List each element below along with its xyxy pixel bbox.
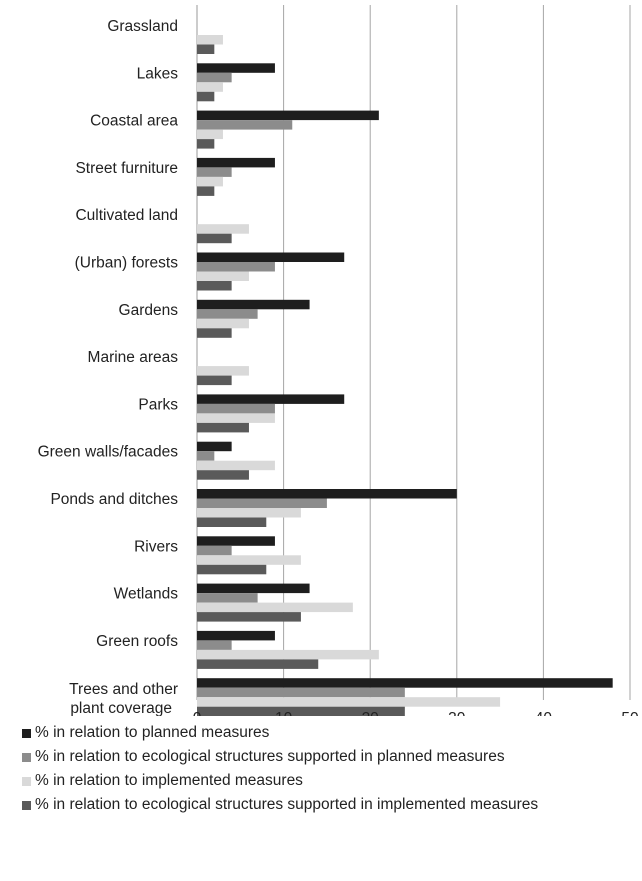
bar	[197, 309, 258, 319]
bar	[197, 593, 258, 603]
bar	[197, 555, 301, 565]
bar	[197, 281, 232, 291]
bar	[197, 413, 275, 423]
bars	[197, 35, 613, 716]
category-label: Cultivated land	[75, 207, 178, 224]
legend-item-implemented-ecological: % in relation to ecological structures s…	[22, 794, 637, 816]
category-label: Street furniture	[75, 160, 178, 177]
bar	[197, 91, 215, 102]
bar	[197, 470, 249, 480]
bar	[197, 394, 345, 404]
legend: % in relation to planned measures % in r…	[22, 722, 637, 818]
bar	[197, 630, 275, 641]
x-tick-label: 40	[535, 710, 553, 716]
bar	[197, 271, 249, 281]
bar	[197, 72, 232, 83]
bar	[197, 640, 232, 650]
bar	[197, 451, 215, 461]
legend-label: % in relation to implemented measures	[35, 772, 303, 789]
bar	[197, 583, 310, 594]
bar	[197, 110, 379, 121]
bar	[197, 35, 223, 45]
x-tick-label: 50	[621, 710, 639, 716]
bar	[197, 252, 345, 262]
bar	[197, 517, 267, 527]
legend-swatch	[22, 801, 31, 810]
category-label: Rivers	[134, 538, 178, 555]
category-label: Parks	[138, 396, 178, 413]
bar	[197, 366, 249, 376]
bar	[197, 612, 301, 622]
bar	[197, 649, 379, 660]
category-labels: Grassland Lakes Coastal area Street furnitu…	[38, 18, 179, 716]
x-tick-label: 10	[275, 710, 293, 716]
bar	[197, 508, 301, 518]
bar-chart: Grassland Lakes Coastal area Street furnitu…	[38, 5, 639, 716]
legend-item-planned-ecological: % in relation to ecological structures s…	[22, 746, 637, 768]
legend-item-planned: % in relation to planned measures	[22, 722, 637, 744]
bar	[197, 687, 405, 698]
bar	[197, 328, 232, 338]
x-tick-label: 30	[448, 710, 466, 716]
x-tick-label: 0	[193, 710, 202, 716]
bar	[197, 82, 223, 92]
bar	[197, 318, 249, 329]
legend-swatch	[22, 777, 31, 786]
bar	[197, 233, 232, 244]
bar	[197, 602, 353, 613]
bar	[197, 545, 232, 556]
category-label: Lakes	[137, 65, 179, 82]
bar	[197, 299, 310, 310]
bar	[197, 63, 275, 73]
bar	[197, 564, 267, 575]
bar	[197, 460, 275, 471]
bar	[197, 167, 232, 177]
bar	[197, 403, 275, 414]
category-label: Ponds and ditches	[50, 491, 178, 508]
legend-swatch	[22, 753, 31, 762]
bar	[197, 678, 613, 688]
bar	[197, 224, 249, 234]
bar	[197, 706, 405, 716]
x-tick-labels: 0 10 20 30 40 50	[193, 710, 639, 716]
bar	[197, 139, 215, 149]
bar	[197, 157, 275, 168]
x-tick-label: 20	[362, 710, 380, 716]
category-label: (Urban) forests	[75, 255, 179, 272]
bar	[197, 659, 319, 669]
bar	[197, 120, 293, 130]
legend-label: % in relation to ecological structures s…	[35, 748, 505, 765]
category-label: Marine areas	[88, 349, 179, 366]
bar	[197, 536, 275, 546]
bar	[197, 186, 215, 196]
category-label: Trees and other plant coverage	[69, 681, 178, 716]
bar	[197, 498, 327, 508]
legend-swatch	[22, 729, 31, 738]
category-label: Gardens	[119, 302, 179, 319]
bar	[197, 697, 501, 707]
legend-label: % in relation to planned measures	[35, 724, 270, 741]
bar	[197, 129, 223, 140]
bar	[197, 489, 457, 499]
bar	[197, 44, 215, 54]
bar	[197, 422, 249, 433]
category-label: Coastal area	[90, 113, 178, 130]
legend-item-implemented: % in relation to implemented measures	[22, 770, 637, 792]
category-label: Wetlands	[114, 586, 179, 603]
category-label: Green walls/facades	[38, 444, 179, 461]
bar	[197, 262, 275, 272]
bar	[197, 441, 232, 452]
legend-label: % in relation to ecological structures s…	[35, 796, 539, 813]
category-label: Green roofs	[96, 633, 178, 650]
gridlines	[196, 5, 631, 700]
bar	[197, 176, 223, 187]
category-label: Grassland	[107, 18, 178, 35]
bar	[197, 375, 232, 386]
